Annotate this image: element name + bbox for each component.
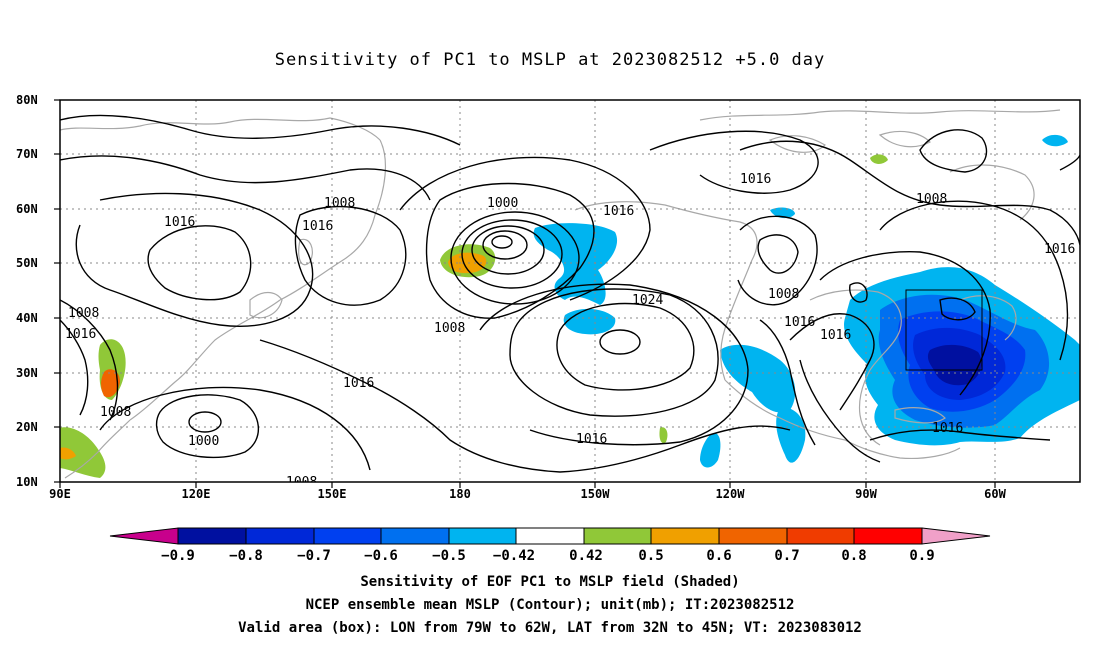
colorbar-label: −0.9 <box>161 548 195 564</box>
lon-label: 90W <box>855 487 877 501</box>
contour-label: 1016 <box>343 376 374 391</box>
axis-ticks <box>54 99 996 488</box>
lon-label: 60W <box>984 487 1006 501</box>
colorbar-label: 0.7 <box>774 548 799 564</box>
contour-label: 1008 <box>434 321 465 336</box>
contour-label: 1016 <box>784 315 815 330</box>
lat-label: 50N <box>16 256 38 270</box>
lon-label: 150E <box>318 487 347 501</box>
contour-label: 1008 <box>286 475 317 490</box>
colorbar-min-arrow <box>109 527 179 545</box>
lon-label: 90E <box>49 487 71 501</box>
contour-label: 1016 <box>576 432 607 447</box>
colorbar-cell <box>583 527 652 545</box>
map-frame <box>59 99 1081 483</box>
caption-line-2: NCEP ensemble mean MSLP (Contour); unit(… <box>305 597 795 613</box>
lon-label: 150W <box>581 487 611 501</box>
lat-label: 80N <box>16 93 38 107</box>
lat-label: 30N <box>16 366 38 380</box>
contour-label: 1016 <box>932 421 963 436</box>
colorbar-cell <box>853 527 923 545</box>
contour-label: 1008 <box>324 196 355 211</box>
lon-label: 180 <box>449 487 471 501</box>
colorbar-label: −0.42 <box>493 548 535 564</box>
colorbar-label: −0.5 <box>432 548 466 564</box>
contour-label: 1000 <box>487 196 518 211</box>
lon-label: 120W <box>716 487 746 501</box>
longitude-labels: 90E 120E 150E 180 150W 120W 90W 60W <box>49 487 1006 501</box>
lat-lon-grid <box>60 100 1080 482</box>
colorbar-cell <box>448 527 517 545</box>
colorbar-label: −0.6 <box>364 548 398 564</box>
colorbar-label: 0.8 <box>841 548 866 564</box>
contour-label: 1016 <box>302 219 333 234</box>
colorbar-max-arrow <box>921 527 991 545</box>
colorbar-cell <box>380 527 450 545</box>
colorbar-label: 0.6 <box>706 548 731 564</box>
contour-labels: 1008 1000 1016 1016 1016 1016 1008 1008 … <box>65 172 1075 490</box>
colorbar-label: −0.8 <box>229 548 263 564</box>
contour-label: 1000 <box>188 434 219 449</box>
contour-label: 1008 <box>100 405 131 420</box>
lat-label: 20N <box>16 420 38 434</box>
colorbar-label: 0.42 <box>569 548 603 564</box>
map-panel: 1008 1000 1016 1016 1016 1016 1008 1008 … <box>60 100 1080 490</box>
contour-label: 1008 <box>916 192 947 207</box>
sensitivity-shading <box>60 134 1080 478</box>
lon-label: 120E <box>182 487 211 501</box>
colorbar-label: −0.7 <box>297 548 331 564</box>
contour-label: 1016 <box>603 204 634 219</box>
mslp-contours <box>60 114 1080 473</box>
contour-label: 1024 <box>632 293 663 308</box>
colorbar-label: 0.9 <box>909 548 934 564</box>
contour-label: 1016 <box>164 215 195 230</box>
colorbar-labels: −0.9 −0.8 −0.7 −0.6 −0.5 −0.42 0.42 0.5 … <box>161 548 935 564</box>
coastlines <box>60 109 1061 479</box>
valid-area-box <box>905 289 983 371</box>
colorbar-cell <box>515 527 585 545</box>
colorbar-label: 0.5 <box>638 548 663 564</box>
colorbar <box>109 527 991 545</box>
lat-label: 10N <box>16 475 38 489</box>
colorbar-cell <box>650 527 720 545</box>
colorbar-cell <box>245 527 315 545</box>
contour-label: 1016 <box>1044 242 1075 257</box>
contour-label: 1016 <box>820 328 851 343</box>
lat-label: 70N <box>16 147 38 161</box>
contour-label: 1008 <box>768 287 799 302</box>
contour-label: 1016 <box>740 172 771 187</box>
lat-label: 40N <box>16 311 38 325</box>
latitude-labels: 80N 70N 60N 50N 40N 30N 20N 10N <box>16 93 38 489</box>
colorbar-cell <box>718 527 788 545</box>
contour-label: 1008 <box>68 306 99 321</box>
colorbar-cell <box>313 527 382 545</box>
caption-line-1: Sensitivity of EOF PC1 to MSLP field (Sh… <box>360 574 740 590</box>
map-title: Sensitivity of PC1 to MSLP at 2023082512… <box>274 50 826 70</box>
lat-label: 60N <box>16 202 38 216</box>
caption-line-3: Valid area (box): LON from 79W to 62W, L… <box>238 620 862 636</box>
colorbar-cell <box>786 527 855 545</box>
contour-label: 1016 <box>65 327 96 342</box>
colorbar-cell <box>177 527 247 545</box>
